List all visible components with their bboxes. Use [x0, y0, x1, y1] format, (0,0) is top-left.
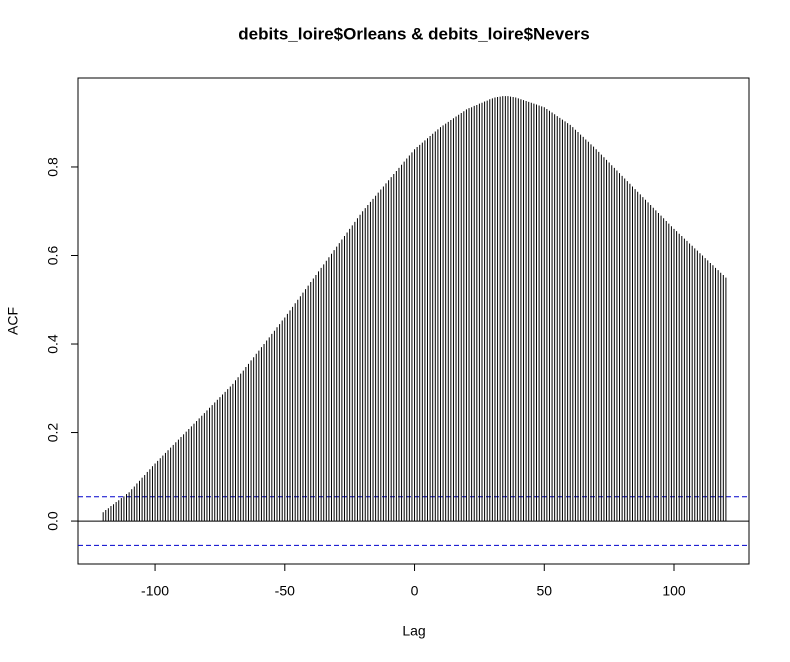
y-axis-label: ACF [5, 307, 21, 335]
chart-title: debits_loire$Orleans & debits_loire$Neve… [238, 24, 590, 43]
y-tick-label: 0.0 [45, 511, 61, 531]
y-tick-label: 0.8 [45, 157, 61, 177]
y-tick-label: 0.4 [45, 334, 61, 354]
x-tick-label: 50 [536, 583, 552, 599]
x-tick-label: 0 [411, 583, 419, 599]
plot-frame [77, 77, 750, 565]
x-tick-label: -50 [275, 583, 295, 599]
x-axis-label: Lag [402, 623, 425, 639]
y-tick-label: 0.2 [45, 423, 61, 443]
x-tick-label: -100 [141, 583, 169, 599]
y-tick-label: 0.6 [45, 246, 61, 266]
x-tick-label: 100 [662, 583, 686, 599]
